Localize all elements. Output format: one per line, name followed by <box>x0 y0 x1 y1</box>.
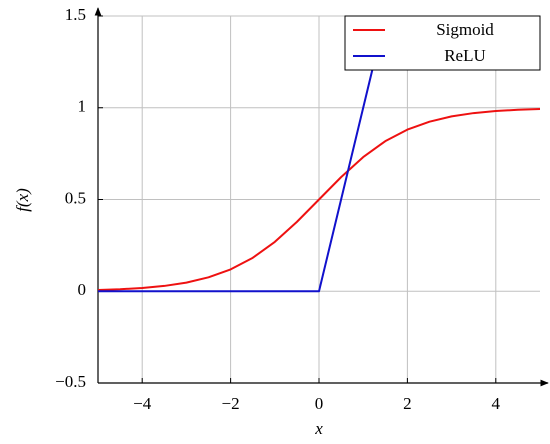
y-axis-label: f(x) <box>13 188 32 212</box>
y-tick-label: 0.5 <box>65 188 86 207</box>
x-tick-label: −2 <box>222 394 240 413</box>
plot-area <box>98 16 540 293</box>
y-tick-label: 1 <box>78 97 87 116</box>
x-tick-label: 2 <box>403 394 412 413</box>
legend-label: ReLU <box>444 46 486 65</box>
y-tick-label: −0.5 <box>55 372 86 391</box>
y-tick-label: 1.5 <box>65 5 86 24</box>
x-tick-label: 4 <box>492 394 501 413</box>
x-tick-label: −4 <box>133 394 152 413</box>
line-series <box>98 108 540 291</box>
legend-box <box>344 15 541 71</box>
x-axis-label: x <box>314 419 323 438</box>
y-tick-label: 0 <box>78 280 87 299</box>
legend-label: Sigmoid <box>436 20 494 39</box>
line-series <box>98 16 387 293</box>
x-tick-label: 0 <box>315 394 324 413</box>
